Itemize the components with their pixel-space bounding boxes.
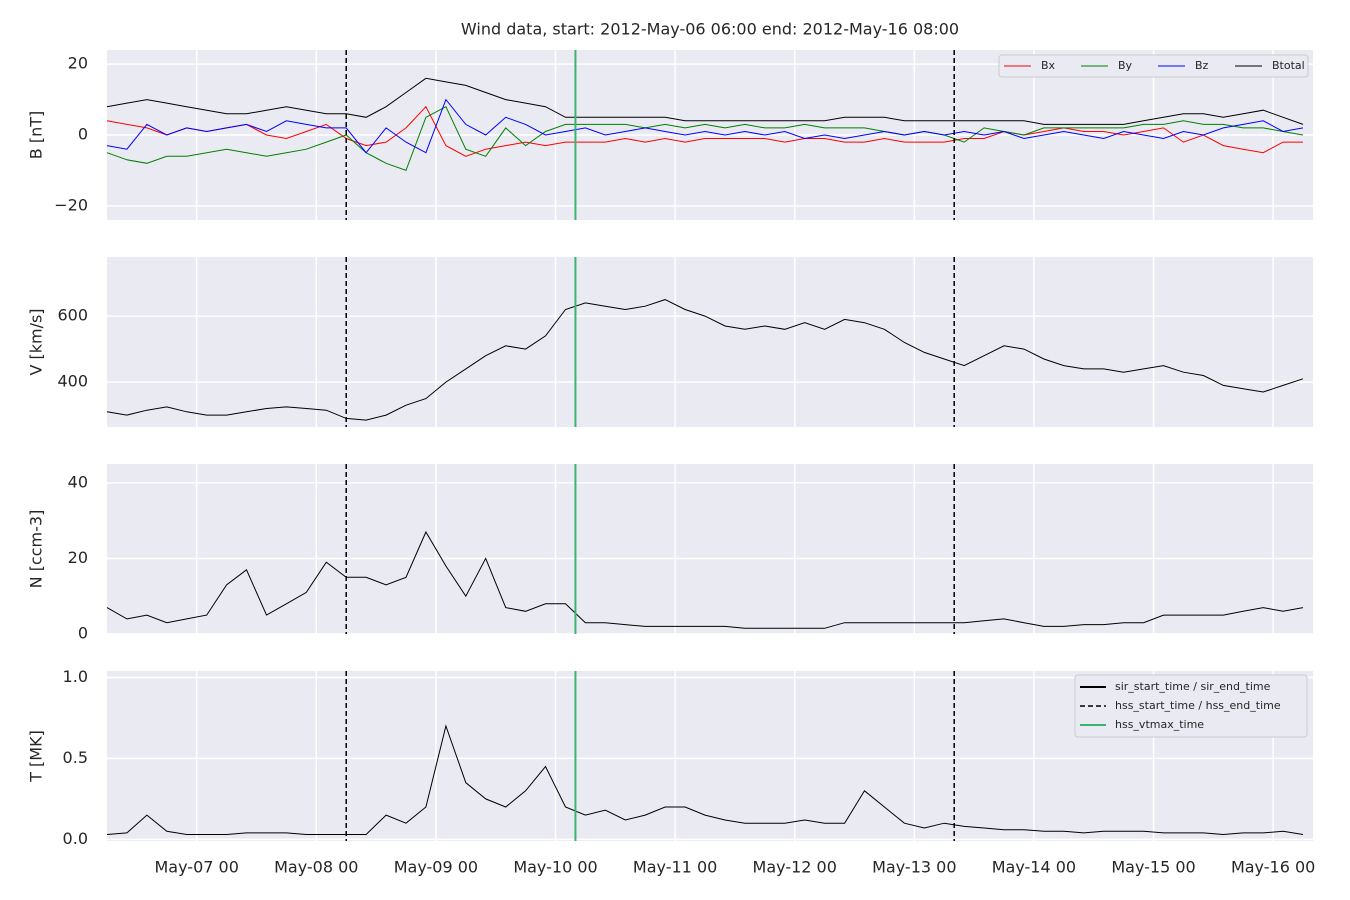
- y-tick-label: −20: [54, 195, 88, 214]
- data-line: [106, 77, 1304, 125]
- legend-label: hss_start_time / hss_end_time: [1115, 699, 1281, 712]
- legend-label: By: [1118, 59, 1133, 72]
- data-line: [106, 98, 1304, 154]
- y-tick-label: 20: [68, 54, 88, 73]
- x-tick-label: May-13 00: [872, 858, 956, 877]
- chart-title: Wind data, start: 2012-May-06 06:00 end:…: [461, 20, 959, 39]
- y-axis-label: N [ccm-3]: [27, 510, 46, 589]
- x-tick-label: May-11 00: [633, 858, 717, 877]
- y-tick-label: 1.0: [63, 667, 88, 686]
- legend-label: hss_vtmax_time: [1115, 718, 1204, 731]
- y-axis-label: B [nT]: [27, 111, 46, 159]
- x-tick-label: May-10 00: [513, 858, 597, 877]
- x-tick-label: May-08 00: [274, 858, 358, 877]
- x-tick-label: May-09 00: [394, 858, 478, 877]
- y-tick-label: 40: [68, 472, 88, 491]
- x-tick-label: May-14 00: [992, 858, 1076, 877]
- y-axis-label: T [MK]: [27, 730, 46, 783]
- plot-area: [107, 257, 1313, 427]
- x-tick-label: May-15 00: [1111, 858, 1195, 877]
- plot-area: [107, 464, 1313, 634]
- data-line: [106, 724, 1304, 836]
- legend-label: Bx: [1041, 59, 1056, 72]
- y-tick-label: 600: [57, 306, 88, 325]
- legend-label: Btotal: [1272, 59, 1305, 72]
- x-tick-label: May-16 00: [1231, 858, 1315, 877]
- y-tick-label: 0: [78, 125, 88, 144]
- y-tick-label: 400: [57, 372, 88, 391]
- data-line: [106, 299, 1304, 421]
- y-tick-label: 0.0: [63, 829, 88, 848]
- legend-label: Bz: [1195, 59, 1209, 72]
- data-line: [106, 105, 1303, 157]
- x-tick-label: May-12 00: [753, 858, 837, 877]
- y-tick-label: 0.5: [63, 748, 88, 767]
- x-tick-label: May-07 00: [155, 858, 239, 877]
- legend-box: [998, 54, 1309, 78]
- data-line: [106, 530, 1304, 629]
- legend-label: sir_start_time / sir_end_time: [1115, 680, 1271, 693]
- y-tick-label: 20: [68, 548, 88, 567]
- legend-box: [1074, 674, 1308, 738]
- y-tick-label: 0: [78, 624, 88, 643]
- data-line: [106, 106, 1304, 172]
- y-axis-label: V [km/s]: [27, 308, 46, 375]
